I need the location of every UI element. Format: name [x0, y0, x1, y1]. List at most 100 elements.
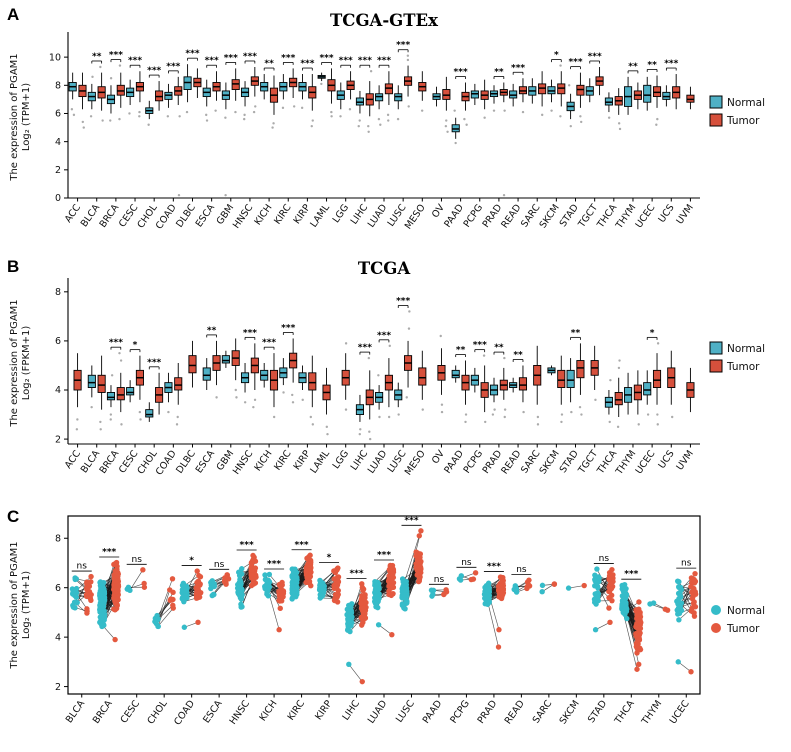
panel-C-group-CHOL — [152, 576, 176, 630]
svg-text:THYM: THYM — [639, 698, 664, 727]
svg-text:ns: ns — [461, 558, 472, 568]
svg-text:ESCA: ESCA — [201, 698, 225, 725]
svg-text:LAML: LAML — [308, 448, 332, 476]
svg-text:OV: OV — [430, 448, 447, 466]
panel-B-ylabel: The expression of PGAM1 Log₂ (FPKM+1) — [9, 299, 32, 427]
svg-text:COAD: COAD — [154, 448, 179, 477]
panel-A: A 0 2 4 6 8 10 The expression of PGAM1 Log₂ (TP… — [0, 0, 791, 252]
panel-C-svg: 2 4 6 8 The expression of PGAM1 Log₂ (TPM+1) n… — [9, 515, 765, 728]
panel-C-group-SARC — [539, 581, 558, 595]
panel-A-group-PRAD: ** — [489, 67, 508, 197]
svg-text:4: 4 — [55, 385, 61, 396]
panel-B-title: TCGA — [358, 259, 411, 278]
panel-B-group-LIHC: *** — [355, 343, 374, 441]
panel-A-title: TCGA-GTEx — [330, 11, 438, 30]
svg-text:***: *** — [243, 328, 257, 338]
svg-text:LAML: LAML — [308, 202, 332, 230]
panel-B-group-LAML — [322, 367, 331, 436]
svg-text:***: *** — [109, 338, 123, 348]
svg-text:***: *** — [102, 548, 116, 558]
panel-A-group-CESC: *** — [126, 56, 144, 118]
svg-text:ns: ns — [599, 554, 610, 564]
svg-text:UVM: UVM — [674, 202, 695, 226]
svg-text:ns: ns — [131, 555, 142, 565]
svg-text:**: ** — [647, 60, 657, 70]
svg-text:CHOL: CHOL — [145, 698, 170, 727]
svg-text:ns: ns — [681, 559, 692, 569]
panel-B-group-KIRC: *** — [279, 323, 298, 404]
panel-A-letter: A — [7, 5, 20, 24]
svg-text:***: *** — [319, 53, 333, 63]
svg-text:COAD: COAD — [172, 698, 197, 727]
panel-A-group-THYM: ** — [624, 62, 642, 115]
panel-A-ylabel: The expression of PGAM1 Log₂ (TPM+1) — [9, 53, 32, 181]
svg-text:DLBC: DLBC — [174, 202, 198, 230]
svg-text:**: ** — [264, 59, 274, 69]
svg-text:READ: READ — [499, 448, 523, 476]
svg-text:KIRC: KIRC — [272, 202, 294, 226]
panel-B-group-READ: ** — [509, 350, 528, 414]
panel-A-group-PAAD: *** — [451, 67, 470, 145]
panel-A-group-DLBC: *** — [183, 49, 202, 114]
panel-B-group-SARC — [533, 345, 542, 426]
svg-text:PAAD: PAAD — [442, 202, 466, 229]
panel-A-group-HNSC: *** — [240, 52, 259, 121]
svg-text:***: *** — [473, 341, 487, 351]
svg-text:TGCT: TGCT — [576, 202, 600, 230]
svg-text:***: *** — [454, 67, 468, 77]
panel-C-group-READ: ns — [511, 565, 533, 595]
svg-text:***: *** — [349, 569, 363, 579]
panel-A-group-KIRC: *** — [279, 53, 298, 110]
panel-A-group-PCPG — [470, 79, 489, 119]
svg-text:TGCT: TGCT — [576, 448, 600, 476]
svg-text:LUAD: LUAD — [366, 698, 390, 725]
svg-text:PAAD: PAAD — [421, 698, 445, 725]
panel-C-group-COAD: * — [179, 556, 204, 630]
svg-text:KICH: KICH — [252, 202, 274, 227]
panel-C-group-ESCA: ns — [208, 560, 232, 599]
svg-text:2: 2 — [55, 434, 61, 445]
svg-text:ns: ns — [516, 565, 527, 575]
svg-text:LIHC: LIHC — [340, 698, 362, 723]
svg-text:UCEC: UCEC — [634, 202, 658, 230]
panel-B-group-PCPG: *** — [470, 341, 489, 424]
panel-B-svg: 2 4 6 8 The expression of PGAM1 Log₂ (FPKM+1)… — [9, 259, 765, 478]
panel-A-group-KIRP: *** — [298, 59, 317, 128]
panel-A-group-UCS: *** — [662, 59, 681, 110]
svg-text:***: *** — [128, 56, 142, 66]
panel-B-group-BLCA — [87, 355, 106, 431]
svg-text:***: *** — [396, 296, 410, 306]
svg-text:Tumor: Tumor — [726, 361, 760, 373]
panel-C-letter: C — [7, 507, 20, 526]
panel-B-group-THYM — [624, 370, 642, 426]
svg-text:PAAD: PAAD — [442, 448, 466, 475]
svg-text:SKCM: SKCM — [538, 202, 562, 230]
panel-B-group-LUAD: *** — [375, 331, 393, 419]
svg-text:8: 8 — [55, 287, 61, 298]
svg-text:LUSC: LUSC — [394, 698, 417, 725]
panel-C-group-LUSC: *** — [399, 516, 424, 612]
panel-B-group-THCA — [604, 359, 623, 429]
svg-text:DLBC: DLBC — [174, 448, 198, 476]
panel-C-ylabel: The expression of PGAM1 Log₂ (TPM+1) — [9, 541, 32, 669]
svg-text:***: *** — [205, 56, 219, 66]
svg-text:STAD: STAD — [586, 698, 609, 725]
panel-C-group-KIRP: * — [316, 553, 342, 605]
panel-B-group-COAD — [164, 363, 183, 426]
panel-B-group-UCEC: * — [643, 328, 662, 426]
panel-B-group-UCS — [667, 350, 676, 419]
svg-text:PRAD: PRAD — [476, 698, 500, 725]
svg-text:The expression of PGAM1: The expression of PGAM1 — [9, 299, 20, 427]
panel-A-group-UVM — [686, 86, 695, 110]
svg-text:**: ** — [92, 52, 102, 62]
svg-text:*: * — [650, 328, 655, 338]
panel-C-group-PAAD: ns — [428, 575, 450, 599]
panel-B-group-PAAD: ** — [451, 346, 470, 424]
svg-text:***: *** — [568, 58, 582, 68]
panel-A-group-READ: *** — [509, 63, 528, 114]
panel-A-legend: Normal Tumor — [709, 95, 765, 127]
svg-text:ns: ns — [77, 562, 88, 572]
svg-text:***: *** — [240, 541, 254, 551]
panel-A-group-MESO — [418, 71, 427, 112]
svg-text:8: 8 — [55, 533, 61, 544]
